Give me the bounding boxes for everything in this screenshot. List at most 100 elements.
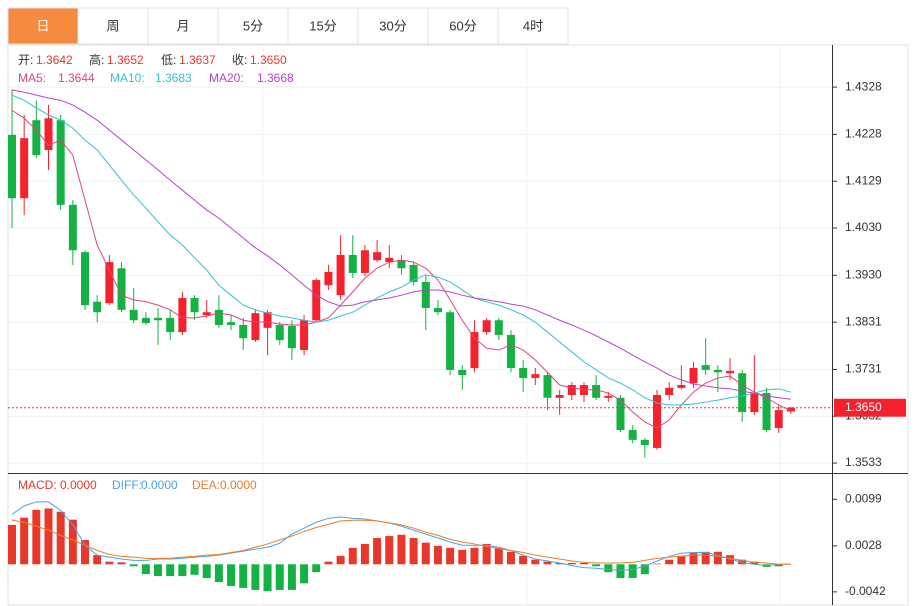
y-tick-label: 1.4030 [845, 220, 882, 234]
macd-bar [506, 551, 515, 565]
candle-body [433, 307, 442, 313]
macd-bar [446, 547, 455, 565]
tab[interactable]: 日 [7, 7, 79, 45]
candle-body [701, 365, 710, 370]
candle-body [653, 394, 662, 448]
ohlc-value: 1.3637 [179, 53, 216, 67]
tab[interactable]: 4时 [497, 7, 569, 45]
macd-bar [458, 549, 467, 565]
macd-bar [287, 564, 296, 590]
ohlc-value: 1.3652 [107, 53, 144, 67]
candle-body [56, 120, 65, 205]
macd-bar [640, 564, 649, 575]
macd-bar [68, 519, 77, 565]
macd-legend-name: DIFF: [112, 478, 142, 492]
ohlc-label: 高: [89, 52, 104, 67]
candle-body [409, 264, 418, 282]
macd-bar [239, 564, 248, 588]
macd-bar [385, 536, 394, 565]
tab-background [147, 7, 219, 45]
tab-label: 月 [176, 18, 189, 33]
candle-body [68, 204, 77, 251]
y-tick-label: 1.4328 [845, 79, 882, 93]
candle-body [738, 373, 747, 412]
candle-body [117, 268, 126, 310]
tab-background [217, 7, 289, 45]
macd-bar [178, 564, 187, 577]
tab[interactable]: 30分 [357, 7, 429, 45]
macd-bar [275, 564, 284, 590]
candle-body [616, 397, 625, 430]
tab-label: 周 [106, 18, 119, 33]
macd-bar [774, 564, 783, 567]
macd-bar [348, 547, 357, 565]
macd-bar [154, 564, 163, 577]
candle-body [190, 298, 199, 313]
tab-background [7, 7, 79, 45]
macd-bar [750, 561, 759, 565]
candle-body [458, 369, 467, 376]
candle-body [178, 298, 187, 333]
macd-bar [494, 547, 503, 565]
macd-bar [519, 555, 528, 565]
ma-line [11, 109, 792, 429]
macd-bar [56, 511, 65, 565]
macd-bar [44, 508, 53, 565]
candle-body [8, 134, 16, 199]
tab-background [77, 7, 149, 45]
macd-legend-name: DEA: [192, 478, 220, 492]
tab[interactable]: 周 [77, 7, 149, 45]
candle-body [592, 385, 601, 398]
tab[interactable]: 月 [147, 7, 219, 45]
macd-legend-value: 0.0000 [60, 478, 97, 492]
macd-bar [409, 538, 418, 565]
macd-bar [482, 543, 491, 565]
y-tick-label: -0.0042 [845, 584, 886, 598]
tab-label: 15分 [309, 18, 336, 33]
macd-bar [227, 564, 236, 586]
candle-body [446, 312, 455, 370]
tab-label: 30分 [379, 18, 406, 33]
candle-body [336, 254, 345, 296]
candle-body [762, 393, 771, 430]
macd-bar [628, 564, 637, 579]
tab-label: 60分 [449, 18, 476, 33]
candle-body [470, 332, 479, 369]
candle-body [202, 312, 211, 316]
tab[interactable]: 15分 [287, 7, 359, 45]
ma-legend-name: MA10: [110, 71, 145, 85]
macd-legend-name: MACD: [18, 478, 57, 492]
macd-bar [433, 545, 442, 565]
ohlc-label: 低: [161, 53, 176, 67]
candle-body [263, 312, 272, 328]
candle-body [665, 387, 674, 395]
candle-body [20, 138, 29, 199]
candle-body [397, 260, 406, 269]
macd-bar [397, 534, 406, 565]
candle-body [214, 309, 223, 325]
tab[interactable]: 5分 [217, 7, 289, 45]
candle-body [312, 280, 321, 321]
candle-body [360, 250, 369, 273]
macd-bar [166, 564, 175, 577]
candle-body [32, 120, 41, 156]
macd-bar [701, 551, 710, 565]
ma-line [11, 94, 792, 406]
macd-bar [141, 564, 150, 575]
macd-bar [300, 564, 309, 584]
candle-body [300, 320, 309, 351]
macd-bar [214, 564, 223, 583]
candle-body [786, 407, 795, 412]
candle-body [677, 385, 686, 388]
tab[interactable]: 60分 [427, 7, 499, 45]
macd-bar [531, 559, 540, 565]
tab-background [497, 7, 569, 45]
candle-body [154, 317, 163, 321]
y-tick-label: 1.4228 [845, 127, 882, 141]
macd-bar [81, 540, 90, 565]
macd-legend-value: 0.0000 [220, 478, 257, 492]
candle-body [129, 309, 138, 321]
ohlc-label: 收: [232, 53, 247, 67]
macd-bar [360, 543, 369, 565]
ma-line [11, 89, 791, 400]
